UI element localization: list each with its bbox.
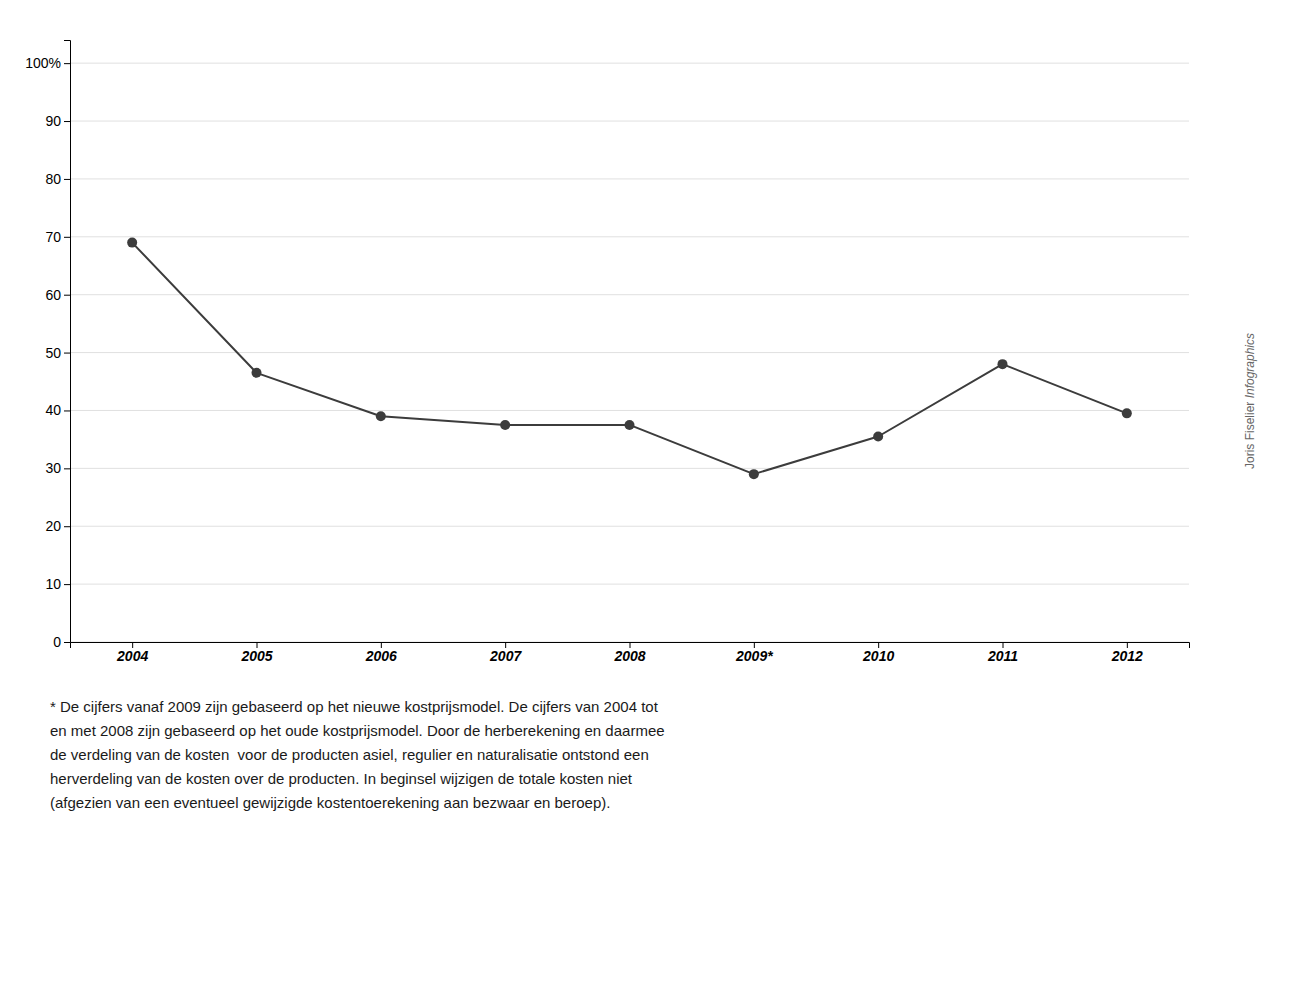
x-tick: 2010 <box>862 642 894 664</box>
y-tick-label: 90 <box>45 113 61 129</box>
point <box>252 368 262 378</box>
x-axis: 2004 2005 2006 2007 2008 2009* 2010 2011 2012 <box>71 642 1190 664</box>
y-tick-mark <box>64 295 70 296</box>
watermark: Joris Fiselier Infographics <box>1243 333 1257 469</box>
y-tick-mark <box>64 353 70 354</box>
grid-line <box>70 584 1189 585</box>
y-tick-mark <box>64 410 70 411</box>
y-tick: 90 <box>45 113 70 129</box>
watermark-normal: Joris Fiselier <box>1243 398 1257 469</box>
x-tick: 2006 <box>365 642 397 664</box>
plot: 0102030405060708090100%20042005200620072… <box>25 41 1189 664</box>
x-tick: 2005 <box>240 642 272 664</box>
x-tick-label: 2006 <box>365 648 397 664</box>
y-tick: 20 <box>45 518 70 534</box>
grid-line <box>70 468 1189 469</box>
y-tick-mark <box>64 237 70 238</box>
grid-line <box>70 294 1189 295</box>
y-tick-mark <box>64 121 70 122</box>
grid-line <box>70 410 1189 411</box>
y-tick-mark <box>64 642 70 643</box>
line <box>132 243 1127 475</box>
grid-line <box>70 236 1189 237</box>
footnote-line: (afgezien van een eventueel gewijzigde k… <box>50 794 610 811</box>
y-tick: 10 <box>45 576 70 592</box>
y-tick: 0 <box>53 634 70 650</box>
y-tick-mark <box>64 63 70 64</box>
y-tick: 40 <box>45 402 70 418</box>
y-tick-label: 0 <box>53 634 61 650</box>
point <box>1122 408 1132 418</box>
x-tick-label: 2004 <box>116 648 148 664</box>
y-tick-label: 20 <box>45 518 61 534</box>
y-tick-label: 60 <box>45 287 61 303</box>
footnote-line: en met 2008 zijn gebaseerd op het oude k… <box>50 722 665 739</box>
footnote: * De cijfers vanaf 2009 zijn gebaseerd o… <box>50 698 665 811</box>
grid-line <box>70 526 1189 527</box>
chart: 0102030405060708090100%20042005200620072… <box>0 0 1299 992</box>
point <box>127 238 137 248</box>
x-tick-label: 2005 <box>240 648 272 664</box>
point <box>625 420 635 430</box>
x-tick: 2004 <box>116 642 148 664</box>
x-tick: 2011 <box>987 642 1018 664</box>
y-tick: 70 <box>45 229 70 245</box>
y-tick-label: 100% <box>25 55 61 71</box>
grid-line <box>70 178 1189 179</box>
x-tick: 2009* <box>735 642 773 664</box>
y-tick-mark <box>64 584 70 585</box>
y-tick-label: 70 <box>45 229 61 245</box>
x-tick-label: 2010 <box>862 648 894 664</box>
grid-line <box>70 63 1189 64</box>
y-tick-label: 40 <box>45 402 61 418</box>
x-tick-label: 2007 <box>489 648 522 664</box>
y-tick-label: 50 <box>45 345 61 361</box>
point <box>998 359 1008 369</box>
y-tick-mark <box>64 526 70 527</box>
x-tick: 2007 <box>489 642 522 664</box>
y-tick-label: 30 <box>45 460 61 476</box>
y-tick: 80 <box>45 171 70 187</box>
y-tick: 30 <box>45 460 70 476</box>
y-tick: 100% <box>25 55 70 71</box>
x-tick-label: 2009* <box>735 648 773 664</box>
point <box>873 432 883 442</box>
x-tick: 2008 <box>613 642 645 664</box>
y-tick-label: 10 <box>45 576 61 592</box>
point <box>376 411 386 421</box>
y-axis: 0 10 20 30 40 50 60 70 80 90 100% <box>25 41 70 650</box>
y-tick-label: 80 <box>45 171 61 187</box>
x-tick: 2012 <box>1111 642 1143 664</box>
grid-line <box>70 121 1189 122</box>
x-tick-label: 2012 <box>1111 648 1143 664</box>
footnote-line: de verdeling van de kosten voor de produ… <box>50 746 649 763</box>
y-tick: 50 <box>45 345 70 361</box>
y-axis-line <box>64 41 71 643</box>
y-tick: 60 <box>45 287 70 303</box>
x-tick-label: 2011 <box>987 648 1018 664</box>
point <box>500 420 510 430</box>
point <box>749 469 759 479</box>
y-tick-mark <box>64 179 70 180</box>
marks <box>127 238 1132 480</box>
grid <box>70 63 1189 642</box>
footnote-line: * De cijfers vanaf 2009 zijn gebaseerd o… <box>50 698 659 715</box>
y-tick-mark <box>64 468 70 469</box>
watermark-italic: Infographics <box>1243 333 1257 398</box>
x-tick-label: 2008 <box>613 648 645 664</box>
footnote-line: herverdeling van de kosten over de produ… <box>50 770 633 787</box>
